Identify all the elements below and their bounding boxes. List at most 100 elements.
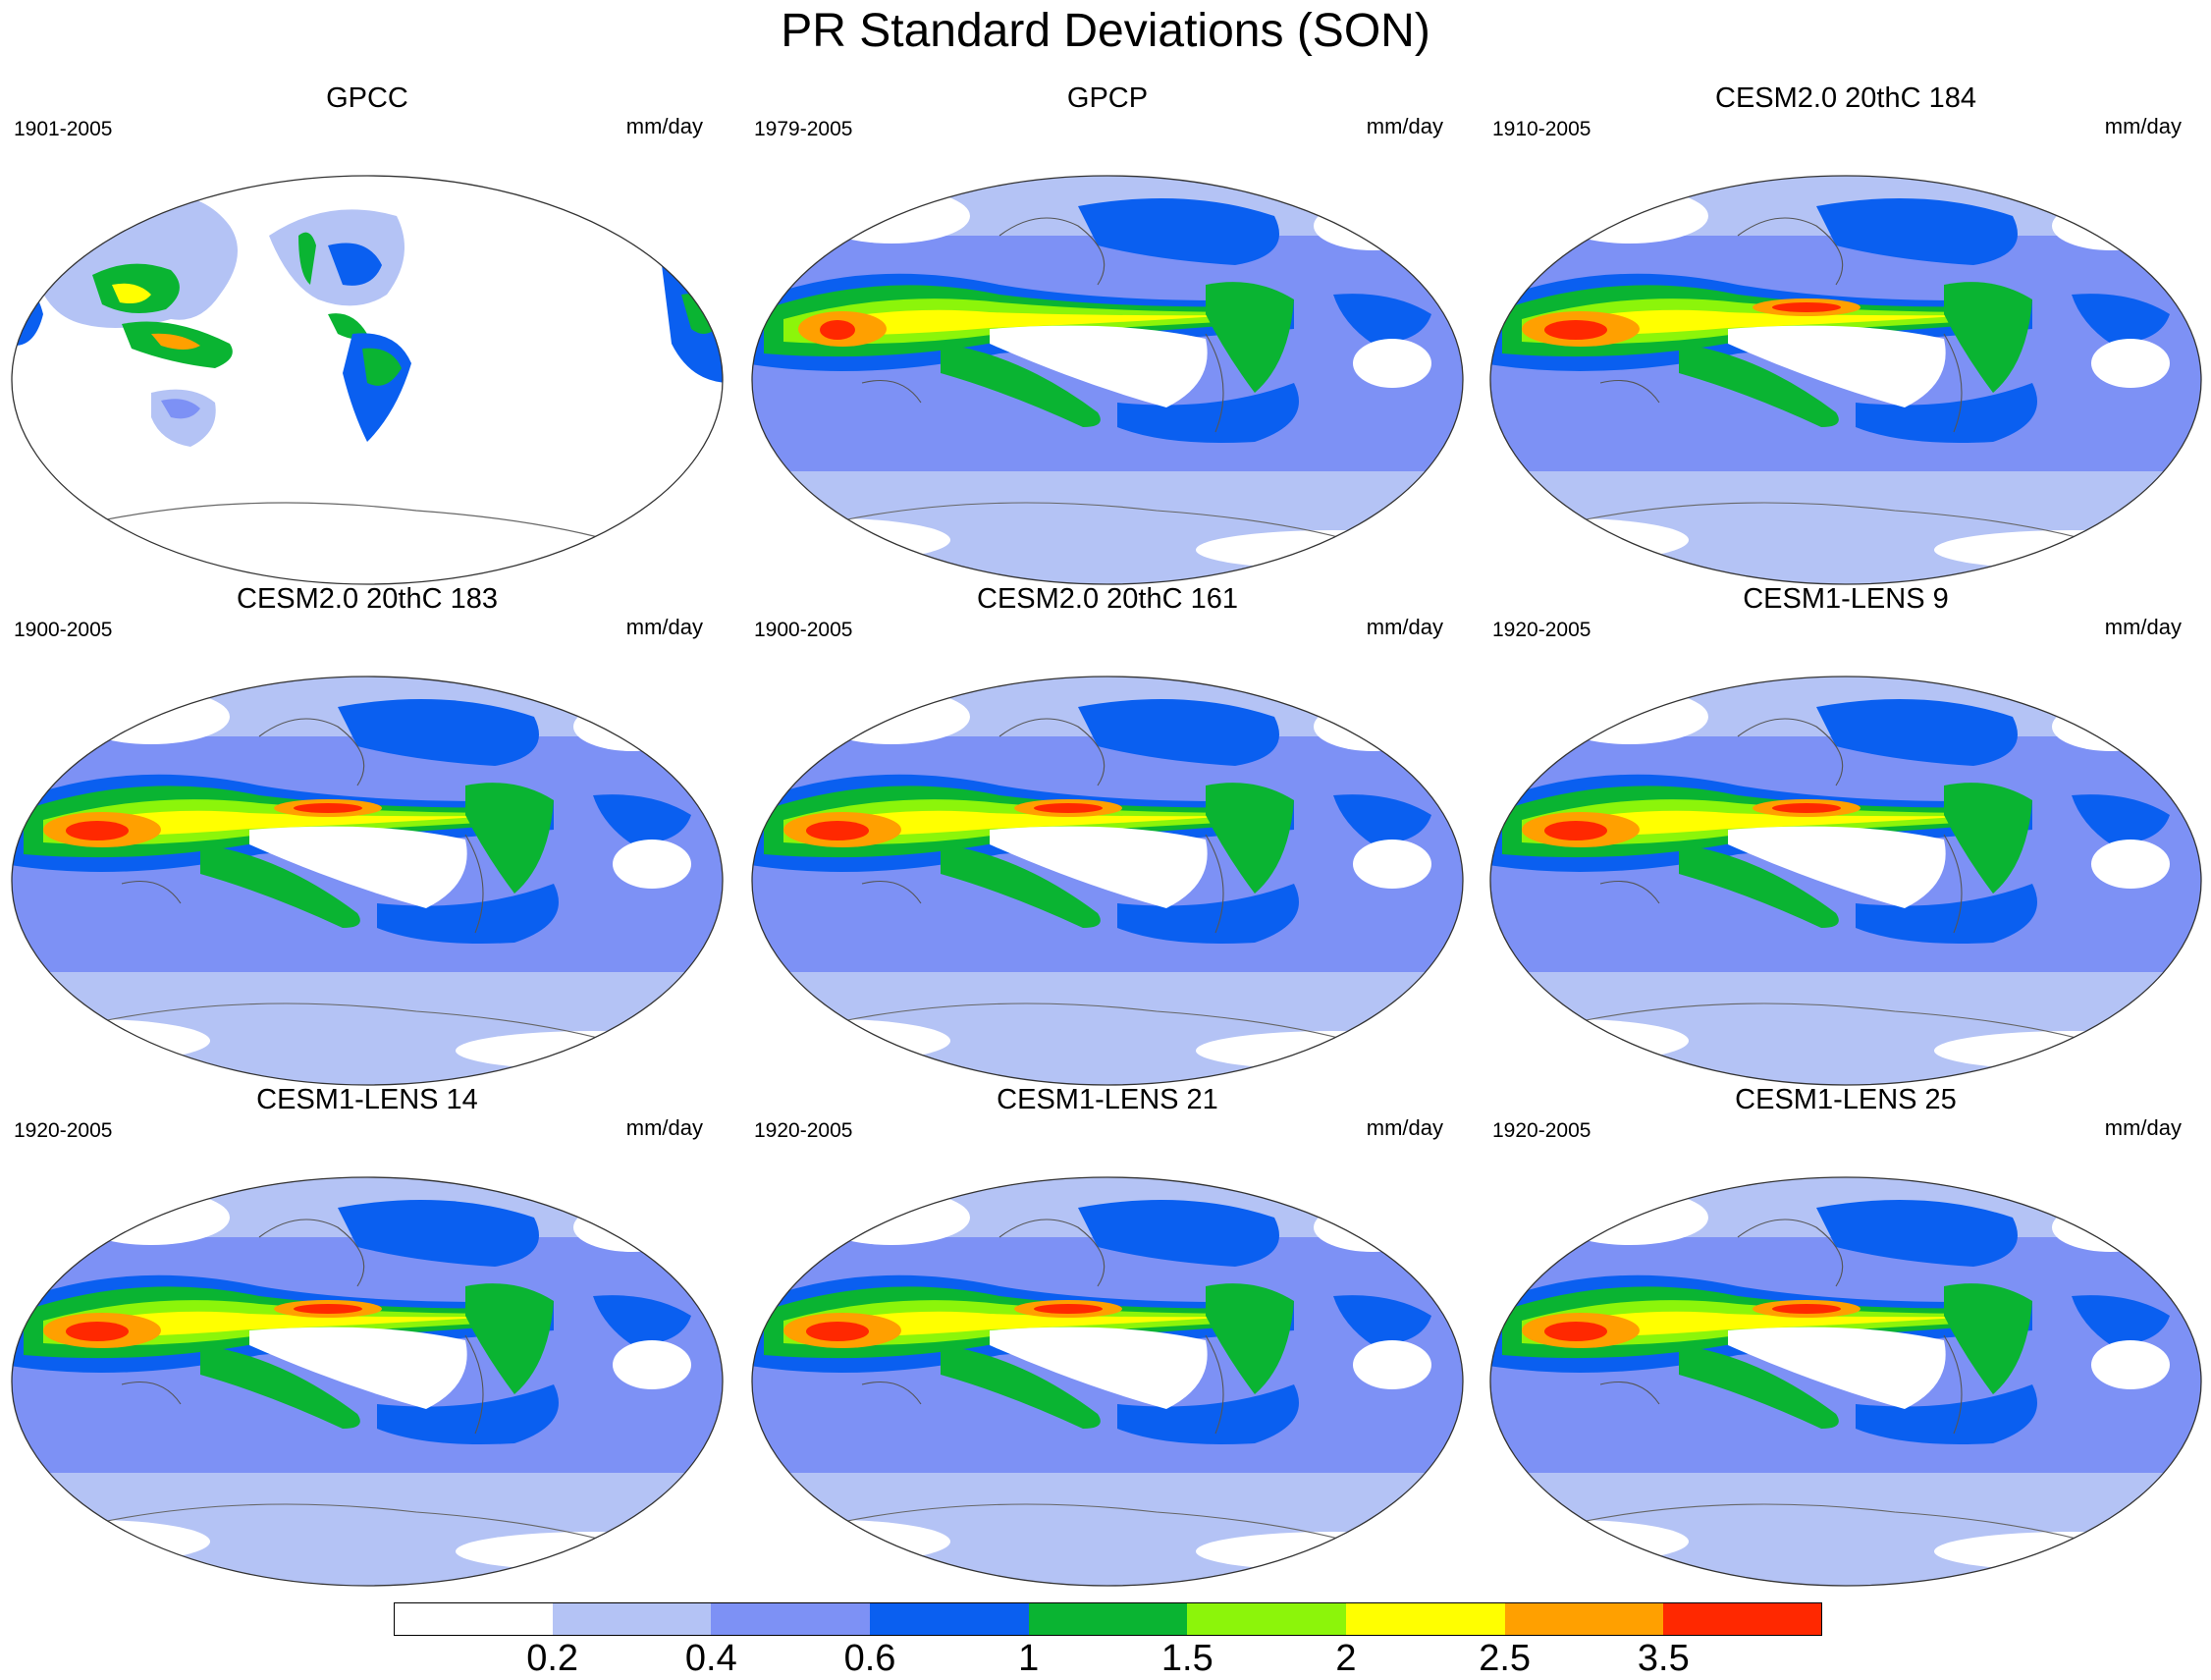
map-frame (751, 175, 1464, 585)
pacific-max (294, 803, 362, 813)
continent-field (1944, 1283, 2032, 1394)
panel-years: 1979-2005 (754, 118, 853, 140)
colorbar (394, 1602, 1823, 1636)
southern-band (1490, 1473, 2201, 1586)
colorbar-label: 0.6 (843, 1638, 896, 1679)
warm-pool-max (1544, 1322, 1607, 1341)
dry-region (73, 1190, 230, 1245)
coastline (1599, 718, 1963, 934)
land-region (161, 399, 200, 419)
colorbar-label: 3.5 (1637, 1638, 1690, 1679)
land-region (328, 313, 367, 339)
southern-band (752, 471, 1463, 584)
panel-title: CESM1-LENS 21 (997, 1084, 1218, 1115)
dry-region (1551, 189, 1708, 244)
storm-track (1117, 884, 1299, 944)
map-panel: CESM1-LENS 9 1920-2005 mm/day (1483, 583, 2209, 1090)
panel-years: 1920-2005 (1492, 1119, 1591, 1142)
map-frame (1489, 175, 2202, 585)
map-panel: CESM1-LENS 21 1920-2005 mm/day (744, 1084, 1471, 1591)
warm-pool-max (820, 320, 855, 340)
map-frame (11, 676, 724, 1086)
dry-tongue (1728, 325, 1946, 407)
tropical-band (63, 810, 495, 837)
pacific-max (1034, 1304, 1103, 1314)
dry-region (1353, 840, 1431, 889)
map-plot (1489, 175, 2202, 585)
tropical-band (803, 1311, 1235, 1337)
dry-region (1314, 702, 1431, 751)
warm-pool-max (66, 821, 129, 840)
continent-field (1944, 282, 2032, 393)
southern-band (752, 972, 1463, 1085)
panel-units: mm/day (625, 1115, 703, 1140)
map-plot (1489, 1176, 2202, 1587)
map-plot (751, 1176, 1464, 1587)
coastline (101, 1003, 643, 1052)
panel-years: 1901-2005 (14, 118, 113, 140)
map-panel: CESM2.0 20thC 161 1900-2005 mm/day (744, 583, 1471, 1090)
storm-track (1078, 699, 1279, 766)
colorbar-box (552, 1602, 712, 1636)
dry-region (2091, 339, 2170, 388)
coastline (101, 502, 643, 551)
continent-field (1333, 794, 1431, 844)
map-frame (11, 175, 724, 585)
map-frame (1489, 676, 2202, 1086)
map-frame (751, 676, 1464, 1086)
storm-track (1856, 884, 2037, 944)
continent-field (1333, 1295, 1431, 1345)
map-panel: CESM2.0 20thC 184 1910-2005 mm/day (1483, 82, 2209, 589)
dry-region (2052, 201, 2170, 250)
dry-region (73, 689, 230, 744)
spcz-band (941, 1345, 1101, 1429)
continent-field (593, 794, 691, 844)
dry-region (573, 1203, 691, 1252)
colorbar-label: 1 (1018, 1638, 1040, 1679)
coastline (861, 1219, 1224, 1435)
continent-field (465, 1283, 554, 1394)
dry-region (573, 702, 691, 751)
pacific-max (1772, 302, 1841, 312)
storm-track (1816, 198, 2018, 265)
coastline (1599, 217, 1963, 433)
southern-band (1490, 471, 2201, 584)
coastline (1580, 1003, 2122, 1052)
tropical-band (803, 810, 1235, 837)
dry-region (813, 689, 970, 744)
warm-pool-max (806, 1322, 869, 1341)
dry-region (2052, 1203, 2170, 1252)
pacific-max (294, 1304, 362, 1314)
tropical-band (1541, 1311, 1973, 1337)
panel-units: mm/day (625, 114, 703, 138)
colorbar-box (1028, 1602, 1188, 1636)
continent-field (1333, 294, 1431, 344)
figure-title: PR Standard Deviations (SON) (781, 5, 1430, 57)
dry-region (2091, 840, 2170, 889)
spcz-band (1679, 1345, 1839, 1429)
storm-track (1078, 1200, 1279, 1267)
panel-units: mm/day (2104, 615, 2182, 639)
dry-tongue (990, 826, 1208, 908)
panel-units: mm/day (2104, 114, 2182, 138)
continent-field (1206, 1283, 1294, 1394)
spcz-band (941, 844, 1101, 928)
panel-title: CESM2.0 20thC 183 (237, 583, 498, 615)
dry-region (1551, 689, 1708, 744)
dry-region (2052, 702, 2170, 751)
coastline (841, 1003, 1383, 1052)
panel-years: 1900-2005 (754, 619, 853, 641)
pacific-max (1772, 803, 1841, 813)
colorbar-box (1187, 1602, 1347, 1636)
dry-region (1353, 339, 1431, 388)
storm-track (1816, 699, 2018, 766)
panel-units: mm/day (1366, 615, 1443, 639)
map-panel: GPCP 1979-2005 mm/day (744, 82, 1471, 589)
continent-field (2072, 1295, 2170, 1345)
colorbar-box (1663, 1602, 1823, 1636)
coastline (861, 217, 1224, 433)
coastline (861, 718, 1224, 934)
storm-track (1117, 383, 1299, 443)
storm-track (1856, 1384, 2037, 1444)
southern-band (752, 1473, 1463, 1586)
